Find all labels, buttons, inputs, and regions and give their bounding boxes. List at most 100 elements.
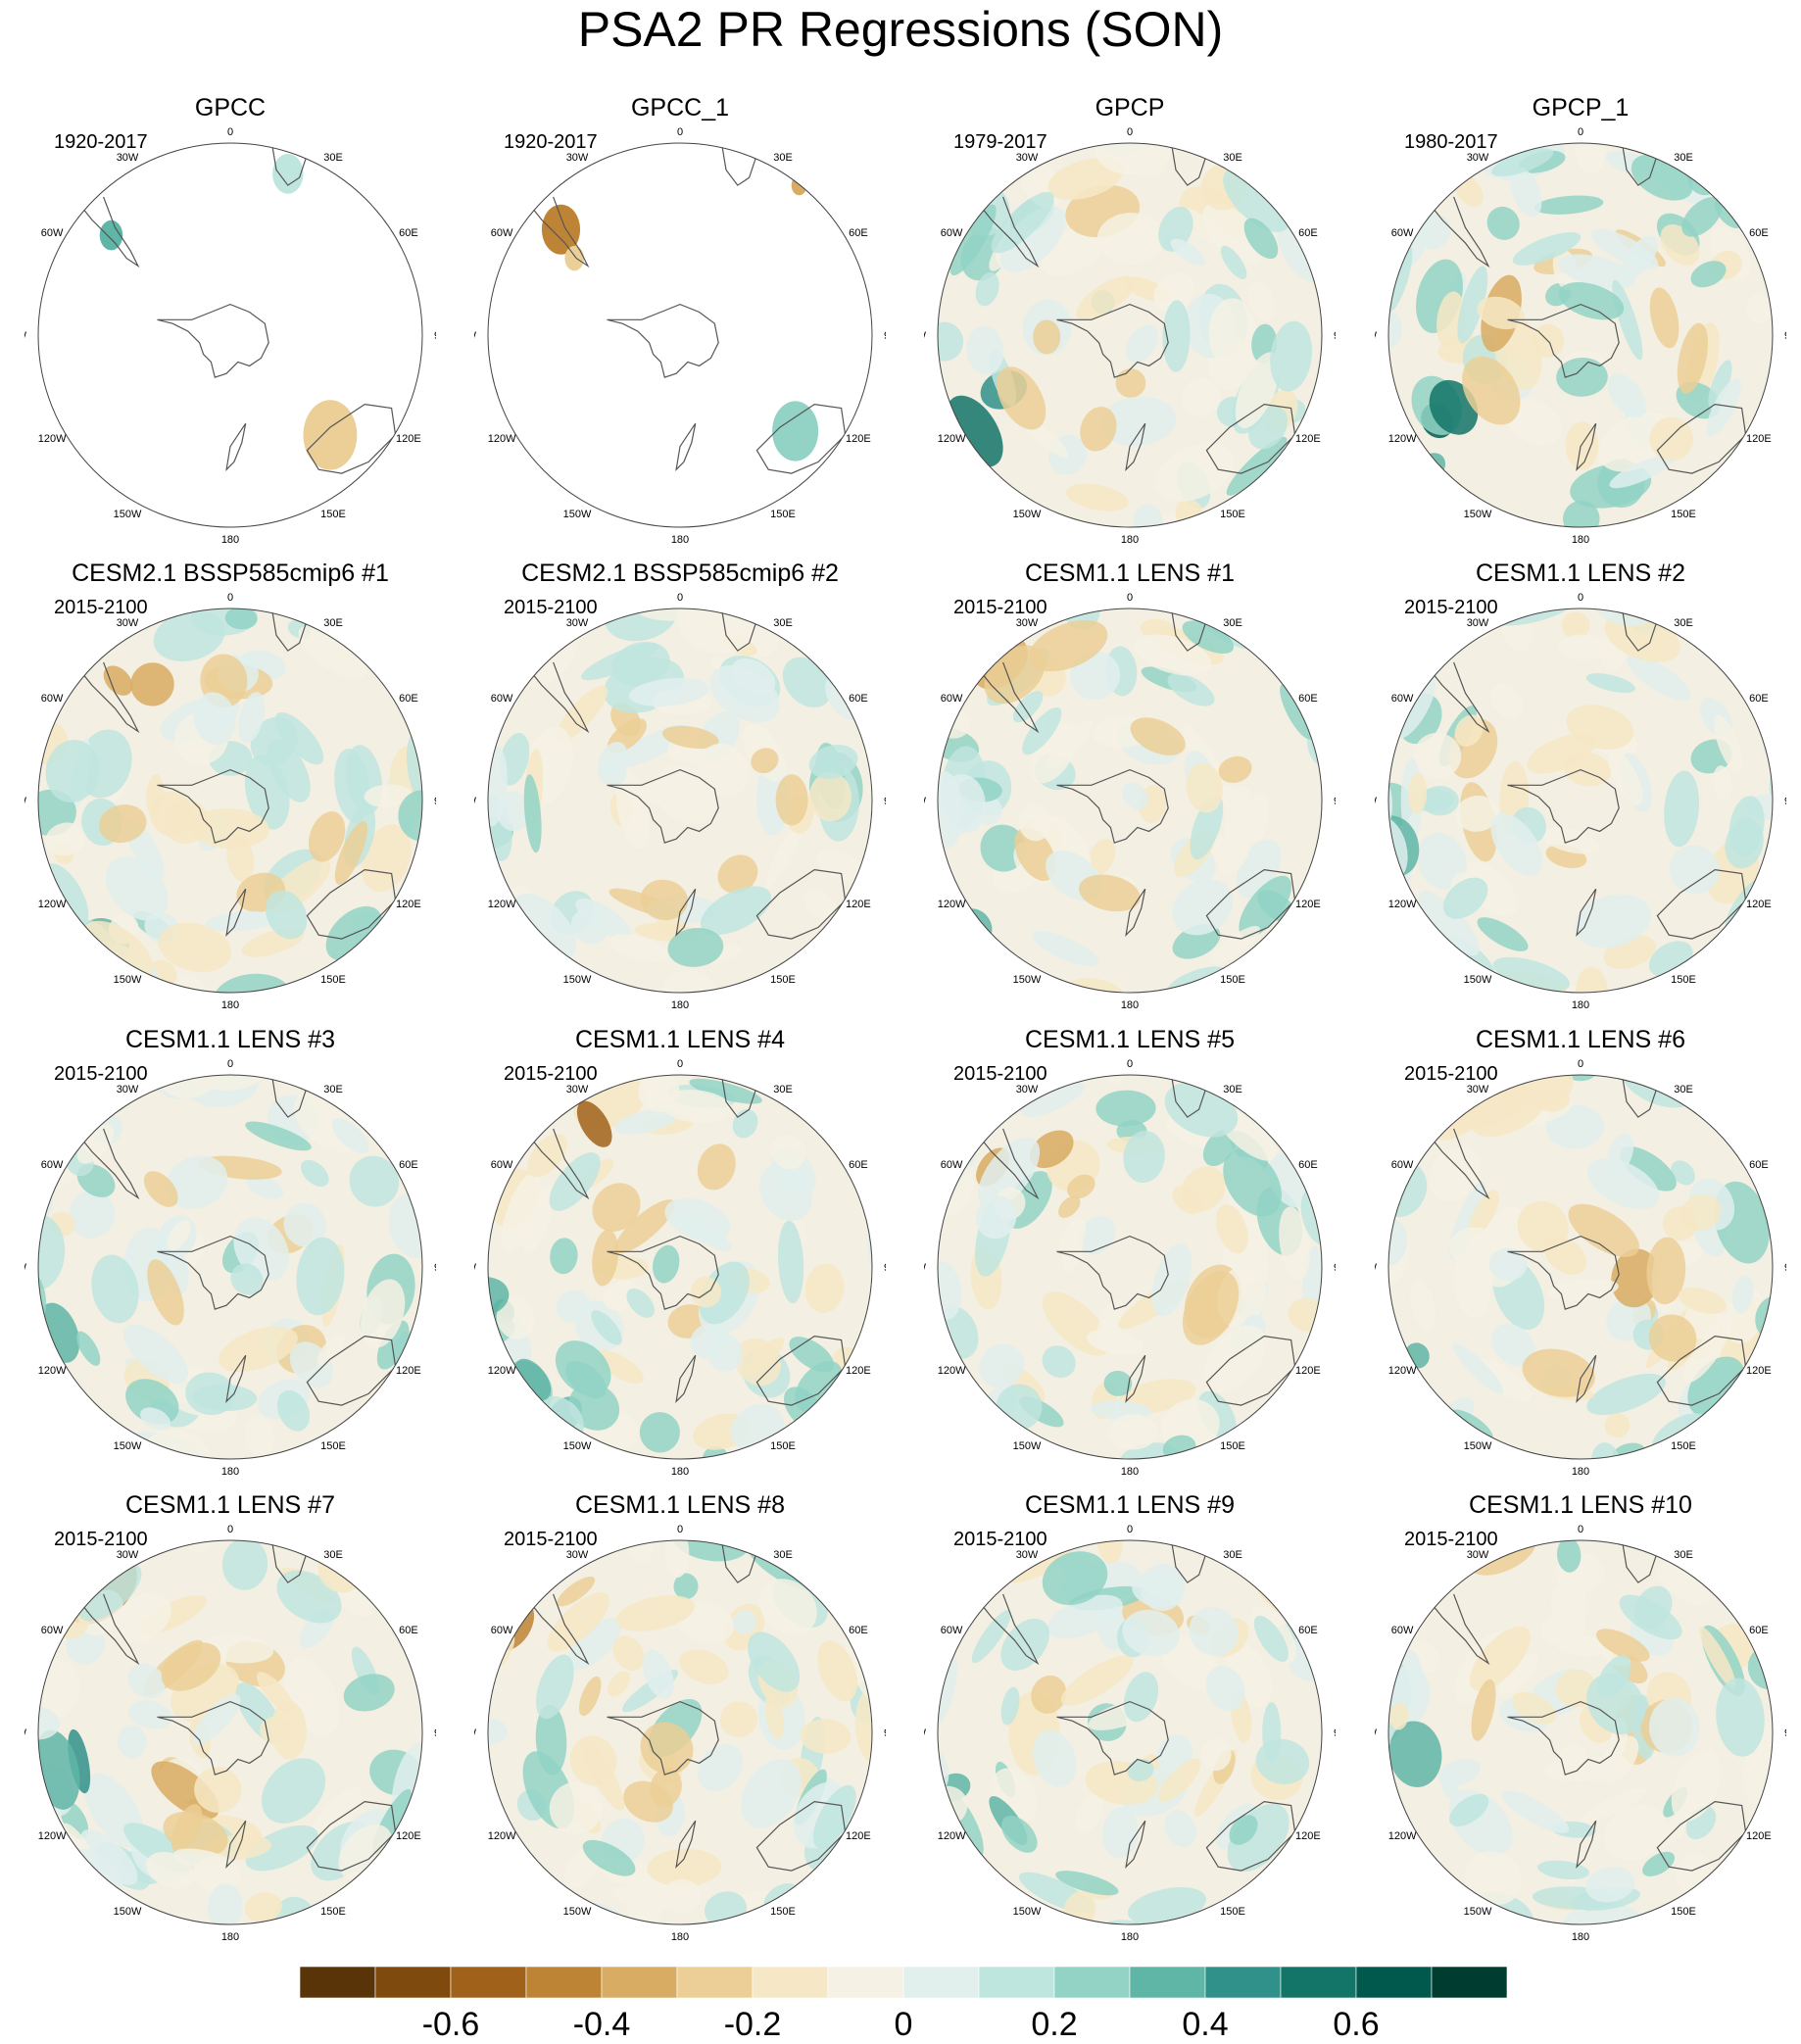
longitude-label: 60E: [849, 1625, 868, 1636]
longitude-label: 90E: [1334, 1728, 1336, 1739]
coastline: [525, 1128, 590, 1200]
longitude-label: 60E: [399, 1625, 418, 1636]
longitude-label: 150W: [114, 1440, 142, 1452]
coastline: [225, 1354, 247, 1403]
longitude-label: 60W: [941, 1159, 963, 1171]
longitude-label: 150E: [1671, 509, 1696, 520]
colorbar-swatch: [752, 1966, 829, 1999]
map-boundary: [937, 1539, 1323, 1925]
longitude-label: 120W: [1388, 1830, 1417, 1842]
panel-title: GPCP_1: [1532, 94, 1630, 122]
regression-field: [488, 1075, 872, 1459]
panel-title: CESM1.1 LENS #3: [125, 1026, 335, 1053]
longitude-label: 30W: [117, 1549, 139, 1561]
longitude-label: 30W: [1016, 1549, 1039, 1561]
longitude-label: 120E: [1295, 1365, 1321, 1377]
panel-period: 1980-2017: [1404, 131, 1498, 153]
coastline: [1125, 1354, 1146, 1403]
coastline: [1576, 1354, 1597, 1403]
coastline: [975, 1593, 1040, 1666]
coastline: [1426, 196, 1490, 268]
longitude-label: 180: [671, 534, 689, 546]
longitude-label: 120E: [1746, 1365, 1772, 1377]
coastline: [1507, 303, 1620, 378]
longitude-label: 60W: [1391, 1625, 1414, 1636]
longitude-label: 180: [221, 999, 239, 1011]
colorbar-swatch: [1053, 1966, 1131, 1999]
coastline: [1426, 1128, 1490, 1200]
panel-period: 2015-2100: [504, 1529, 598, 1550]
longitude-label: 150E: [320, 1906, 346, 1918]
longitude-label: 30W: [1467, 1084, 1489, 1095]
coastline: [157, 1235, 269, 1310]
polar-map: 0 30E 60E 90E 120E 150E 180 150W 120W 90W 60W 30W: [1375, 126, 1786, 546]
polar-map: 0 30E 60E 90E 120E 150E 180 150W 120W 90W 60W 30W: [474, 126, 886, 546]
longitude-label: 180: [1121, 1466, 1139, 1478]
coastline: [721, 1078, 757, 1118]
map-boundary: [1387, 608, 1774, 994]
longitude-label: 120E: [396, 433, 421, 445]
longitude-label: 0: [1578, 126, 1583, 138]
polar-map: 0 30E 60E 90E 120E 150E 180 150W 120W 90W 60W 30W: [474, 1524, 886, 1943]
longitude-label: 150E: [1220, 509, 1245, 520]
map-panel: GPCP_1 0 30E 60E 90E 120E 150E 180 150W 120W 90W 60…: [1375, 93, 1786, 554]
longitude-label: 180: [1572, 1931, 1589, 1943]
longitude-label: 60E: [399, 227, 418, 239]
longitude-label: 30W: [117, 1084, 139, 1095]
coastline: [675, 1354, 697, 1403]
longitude-label: 120W: [488, 433, 516, 445]
coastline: [1576, 422, 1597, 471]
map-boundary: [37, 1074, 423, 1460]
colorbar-tick-label: 0: [894, 2006, 913, 2043]
longitude-label: 30E: [773, 152, 793, 164]
regression-field: [938, 143, 1322, 527]
panel-title: CESM1.1 LENS #7: [125, 1491, 335, 1519]
longitude-label: 60E: [1749, 693, 1769, 705]
longitude-label: 120E: [846, 1830, 871, 1842]
longitude-label: 30E: [1674, 1549, 1693, 1561]
longitude-label: 0: [1578, 1524, 1583, 1535]
map-panel: CESM1.1 LENS #10 0 30E 60E 90E 120E 150E 180 150…: [1375, 1490, 1786, 1951]
longitude-label: 90E: [1784, 796, 1786, 807]
coastline: [607, 303, 719, 378]
longitude-label: 150W: [114, 509, 142, 520]
map-panel: GPCC_1 0 30E 60E 90E 120E 150E 180 150W 120W 90W 60…: [474, 93, 886, 554]
coastline: [607, 768, 719, 844]
coastline: [1622, 1543, 1658, 1583]
longitude-label: 30E: [323, 617, 343, 629]
panel-title: GPCP: [1095, 94, 1165, 122]
longitude-label: 180: [221, 1931, 239, 1943]
coastline: [1125, 888, 1146, 937]
map-panel: CESM2.1 BSSP585cmip6 #2 0 30E 60E 90E 120E 150…: [474, 559, 886, 1019]
coastline: [721, 146, 757, 186]
longitude-label: 150E: [320, 1440, 346, 1452]
longitude-label: 30W: [566, 617, 589, 629]
panel-title: CESM1.1 LENS #2: [1476, 560, 1685, 587]
coastline: [675, 422, 697, 471]
panel-title: CESM1.1 LENS #1: [1025, 560, 1235, 587]
longitude-label: 30W: [566, 1549, 589, 1561]
coastline: [1171, 146, 1207, 186]
panel-period: 2015-2100: [1404, 1063, 1498, 1085]
longitude-label: 90E: [1334, 1262, 1336, 1274]
longitude-label: 0: [227, 1524, 233, 1535]
regression-field: [938, 1075, 1322, 1459]
longitude-label: 120E: [846, 1365, 871, 1377]
longitude-label: 120E: [1746, 899, 1772, 910]
coastline: [75, 196, 140, 268]
longitude-label: 30E: [323, 1549, 343, 1561]
longitude-label: 120W: [38, 1365, 67, 1377]
longitude-label: 30W: [1467, 617, 1489, 629]
coastline: [1622, 611, 1658, 652]
longitude-label: 120W: [938, 1365, 966, 1377]
longitude-label: 60E: [399, 1159, 418, 1171]
coastline: [225, 1820, 247, 1869]
longitude-label: 150W: [563, 509, 592, 520]
longitude-label: 0: [227, 126, 233, 138]
polar-map: 0 30E 60E 90E 120E 150E 180 150W 120W 90W 60W 30W: [24, 1058, 436, 1478]
longitude-label: 180: [221, 534, 239, 546]
colorbar-swatch: [1204, 1966, 1282, 1999]
longitude-label: 90W: [924, 1728, 927, 1739]
polar-map: 0 30E 60E 90E 120E 150E 180 150W 120W 90W 60W 30W: [1375, 1058, 1786, 1478]
colorbar-tick-label: 0.6: [1333, 2006, 1380, 2043]
